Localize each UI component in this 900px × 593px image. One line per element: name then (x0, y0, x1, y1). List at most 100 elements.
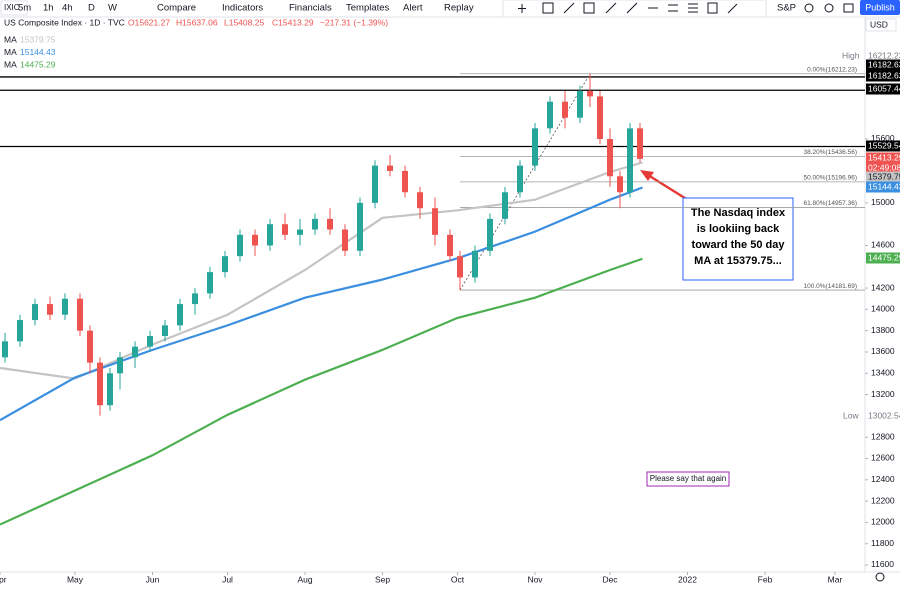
price-label: 15413.29 (868, 152, 900, 162)
low-label: Low (843, 410, 859, 420)
price-label: 14475.29 (868, 252, 900, 262)
fib-label: 38.20%(15436.56) (804, 149, 858, 156)
settings-icon[interactable] (875, 572, 885, 582)
candle-body (607, 138, 613, 177)
tool-icon[interactable] (583, 2, 595, 14)
tool-icon[interactable] (707, 2, 718, 14)
price-label-bg (866, 152, 900, 164)
y-tick-label: 12000 (871, 517, 895, 527)
price-label: 15379.75 (868, 171, 900, 181)
price-label: 16212.23 (868, 50, 900, 60)
legend-ma-value: 15379.75 (20, 34, 56, 44)
y-tick-label: 15600 (871, 133, 895, 143)
tool-icon[interactable] (727, 3, 738, 14)
y-tick-label: 12800 (871, 431, 895, 441)
candle-body (532, 128, 538, 166)
candle-body (372, 165, 378, 203)
candle-body (472, 250, 478, 278)
candle-body (47, 304, 53, 315)
index-button[interactable]: S&P (777, 3, 796, 14)
callout-box (682, 197, 794, 281)
candle-body (192, 293, 198, 305)
x-tick-label: Jun (146, 574, 160, 584)
price-label: 15529.54 (868, 140, 900, 150)
tool-icon[interactable] (626, 2, 638, 14)
toolbar-button[interactable]: Indicators (222, 3, 263, 14)
settings-icon[interactable] (804, 3, 814, 13)
candle-body (457, 256, 463, 278)
interval-button[interactable]: 1h (43, 3, 54, 14)
symbol-box[interactable] (0, 0, 28, 16)
candle-body (517, 165, 523, 193)
candle-body (387, 165, 393, 171)
arrow-head (640, 170, 654, 181)
y-tick-label: 15000 (871, 197, 895, 207)
candle-body (222, 256, 228, 273)
snapshot-icon[interactable] (843, 3, 854, 13)
legend-ohlc: O15621.27 (128, 17, 170, 27)
y-tick-label: 12400 (871, 474, 895, 484)
x-tick-label: Sep (375, 574, 390, 584)
toolbar-button[interactable]: Alert (403, 3, 423, 14)
x-tick-label: 2022 (678, 574, 697, 584)
candle-body (417, 192, 423, 209)
price-label-bg (866, 59, 900, 71)
drawing-tools[interactable] (518, 2, 885, 582)
candle-body (117, 357, 123, 374)
currency[interactable]: USD (870, 19, 888, 29)
symbol[interactable]: IXIC (4, 3, 20, 12)
x-tick-label: Dec (602, 574, 618, 584)
y-tick-label: 12600 (871, 453, 895, 463)
candle-body (562, 101, 568, 118)
interval-button[interactable]: D (88, 3, 95, 14)
y-tick-label: 13200 (871, 389, 895, 399)
price-label: 13002.54 (868, 410, 900, 420)
toolbar-button[interactable]: Replay (444, 3, 474, 14)
price-label-bg (866, 162, 900, 174)
fib-label: 0.00%(16212.23) (807, 67, 857, 74)
candle-body (77, 298, 83, 331)
y-tick-label: 14200 (871, 282, 895, 292)
interval-button[interactable]: 5m (18, 3, 31, 14)
y-tick-label: 11800 (871, 538, 894, 548)
toolbar-button[interactable]: Financials (289, 3, 332, 14)
high-label: High (842, 50, 860, 60)
price-label-bg (866, 252, 900, 264)
tool-icon[interactable] (563, 2, 575, 14)
interval-button[interactable]: 4h (62, 3, 73, 14)
publish-button[interactable] (860, 0, 900, 15)
y-tick-label: 11600 (871, 559, 894, 569)
legend-ohlc: −217.31 (−1.39%) (320, 17, 388, 27)
candle-body (237, 234, 243, 257)
fib-label: 61.80%(14957.36) (804, 200, 858, 207)
fullscreen-icon[interactable] (824, 3, 834, 13)
candle-body (637, 128, 643, 159)
price-label-bg (866, 83, 900, 95)
toolbar-button[interactable]: Compare (157, 3, 196, 14)
price-label-bg (866, 140, 900, 152)
candle-body (357, 202, 363, 251)
x-tick-label: Jul (222, 574, 233, 584)
callout-line: MA at 15379.75... (694, 255, 782, 267)
currency-box[interactable] (865, 18, 897, 32)
y-tick-label: 13400 (871, 368, 895, 378)
tool-icon[interactable] (605, 2, 617, 14)
note-box (646, 471, 730, 487)
interval-button[interactable]: W (108, 3, 117, 14)
x-tick-label: Apr (0, 574, 7, 584)
candle-body (587, 91, 593, 97)
callout-line: The Nasdaq index (691, 207, 786, 219)
x-tick-label: Aug (297, 574, 312, 584)
price-label-bg (866, 70, 900, 82)
legend-ma-value: 15144.43 (20, 47, 56, 57)
moving-average (0, 161, 643, 380)
tool-icon[interactable] (542, 2, 554, 14)
candle-body (447, 234, 453, 257)
publish-label[interactable]: Publish (865, 2, 895, 12)
x-tick-label: Oct (451, 574, 465, 584)
candle-body (87, 330, 93, 363)
toolbar-button[interactable]: Templates (346, 3, 390, 14)
candle-body (402, 170, 408, 193)
candle-body (17, 320, 23, 342)
